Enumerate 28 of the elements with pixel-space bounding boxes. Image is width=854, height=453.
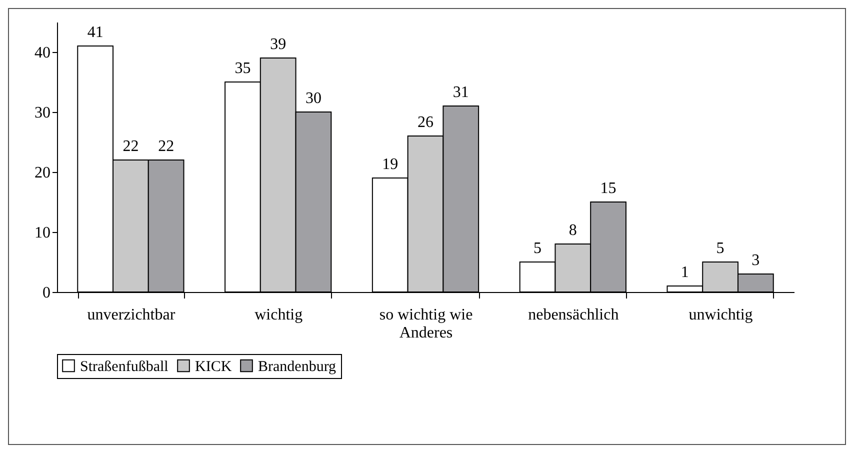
- data-label: 35: [234, 60, 251, 77]
- x-tick-label: unwichtig: [688, 306, 753, 324]
- x-tick-label: nebensächlich: [528, 306, 619, 324]
- legend-label: KICK: [195, 358, 232, 375]
- data-label: 3: [752, 252, 760, 269]
- y-tick-label: 20: [34, 164, 50, 182]
- data-label: 26: [418, 114, 434, 131]
- y-tick-label: 40: [34, 44, 50, 62]
- legend-label: Brandenburg: [258, 358, 337, 375]
- y-tick-label: 0: [42, 284, 50, 302]
- data-label: 5: [534, 240, 542, 257]
- y-tick-label: 30: [34, 104, 50, 122]
- data-label: 5: [716, 240, 724, 257]
- data-label: 22: [122, 138, 139, 155]
- data-label: 8: [568, 222, 577, 239]
- data-label: 22: [158, 138, 174, 155]
- x-tick-label: so wichtig wie Anderes: [379, 306, 473, 342]
- data-label: 1: [680, 264, 689, 281]
- legend-label: Straßenfußball: [80, 358, 168, 375]
- data-label: 39: [270, 36, 286, 53]
- x-tick-label: wichtig: [254, 306, 303, 324]
- data-label: 30: [305, 90, 322, 107]
- data-label: 31: [452, 84, 469, 101]
- data-label: 19: [382, 156, 398, 173]
- data-label: 41: [87, 24, 104, 41]
- y-tick-label: 10: [34, 224, 50, 242]
- x-tick-label: unverzichtbar: [87, 306, 176, 324]
- data-label: 15: [600, 180, 616, 197]
